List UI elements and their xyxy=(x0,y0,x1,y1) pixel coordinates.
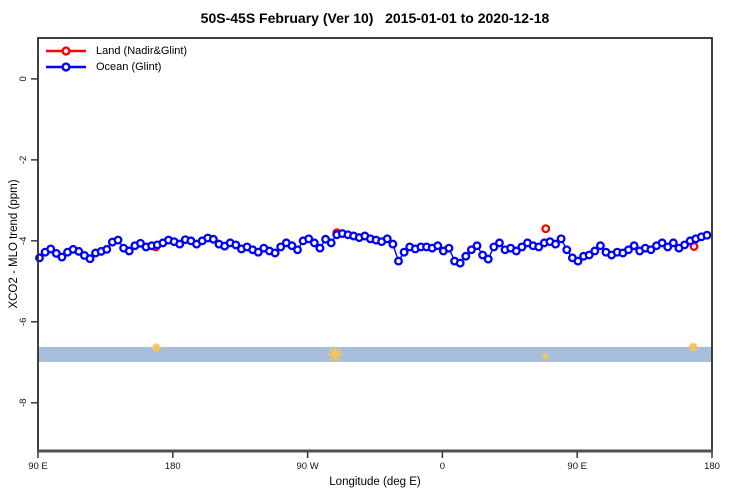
ocean-data-point xyxy=(595,241,605,251)
ocean-data-point xyxy=(472,241,482,251)
flag-mark xyxy=(151,343,161,353)
ocean-data-point xyxy=(573,256,583,266)
x-tick-label: 90 E xyxy=(567,461,587,472)
ocean-data-point xyxy=(657,238,667,248)
ocean-data-point xyxy=(74,246,84,256)
legend-label-ocean: Ocean (Glint) xyxy=(96,61,162,73)
ocean-data-point xyxy=(562,245,572,255)
ocean-data-point xyxy=(663,242,673,252)
ocean-data-point xyxy=(287,241,297,251)
ocean-data-point xyxy=(478,250,488,260)
ocean-data-point xyxy=(455,258,465,268)
legend-label-land: Land (Nadir&Glint) xyxy=(96,45,188,57)
ocean-data-point xyxy=(394,256,403,266)
y-tick-label: -2 xyxy=(18,156,29,164)
ocean-data-point xyxy=(208,234,218,244)
ocean-data-point xyxy=(46,244,56,254)
x-tick-label: 0 xyxy=(440,461,445,472)
ocean-data-point xyxy=(175,239,185,249)
ocean-data-point xyxy=(680,240,690,250)
ocean-data-point xyxy=(511,246,521,256)
legend-item-land: Land (Nadir&Glint) xyxy=(44,43,187,59)
ocean-data-point xyxy=(590,246,600,256)
y-tick-label: 0 xyxy=(18,76,29,81)
ocean-data-point xyxy=(668,238,678,248)
ocean-data-point xyxy=(293,245,302,255)
land-data-point xyxy=(689,242,699,251)
ocean-data-point xyxy=(304,234,314,244)
ocean-data-point xyxy=(382,234,392,244)
ocean-data-point xyxy=(326,238,336,248)
ocean-data-point xyxy=(433,241,443,251)
ocean-data-point xyxy=(702,230,712,240)
ocean-data-point xyxy=(444,243,454,253)
land-series-swatch xyxy=(46,46,86,56)
ocean-data-point xyxy=(466,245,476,255)
y-tick-label: -8 xyxy=(18,399,29,407)
ocean-data-point xyxy=(517,242,527,252)
ocean-data-point xyxy=(276,242,286,252)
ocean-data-point xyxy=(399,247,409,257)
ocean-data-point xyxy=(124,246,134,256)
ocean-data-point xyxy=(495,238,504,248)
ocean-data-point xyxy=(534,242,544,252)
ocean-data-point xyxy=(231,240,241,250)
land-swatch-circle-icon xyxy=(61,46,71,56)
ocean-data-point xyxy=(483,254,493,264)
ocean-data-point xyxy=(629,241,639,251)
x-tick-label: 180 xyxy=(704,461,720,472)
ocean-data-point xyxy=(584,250,594,260)
y-tick-label: -6 xyxy=(18,318,29,326)
flag-mark xyxy=(688,342,698,352)
chart-title: 50S-45S February (Ver 10) 2015-01-01 to … xyxy=(200,10,550,26)
reference-band xyxy=(38,346,712,362)
legend-item-ocean: Ocean (Glint) xyxy=(44,59,187,75)
ocean-data-point xyxy=(646,245,656,255)
flag-mark xyxy=(327,347,343,363)
ocean-data-point xyxy=(102,244,112,254)
legend: Land (Nadir&Glint) Ocean (Glint) xyxy=(44,43,187,75)
ocean-data-point xyxy=(113,235,123,245)
ocean-swatch-circle-icon xyxy=(61,62,71,72)
x-tick-label: 90 E xyxy=(28,461,48,472)
land-data-point xyxy=(541,224,551,234)
ocean-data-point xyxy=(388,239,398,249)
ocean-data-point xyxy=(85,254,95,264)
ocean-data-point xyxy=(315,243,325,253)
flag-mark xyxy=(542,353,549,360)
ocean-data-point xyxy=(253,247,263,257)
ocean-data-point xyxy=(270,248,280,258)
ocean-data-point xyxy=(309,238,319,248)
x-axis-label: Longitude (deg E) xyxy=(329,476,421,488)
ocean-data-point xyxy=(551,239,560,249)
ocean-data-point xyxy=(624,245,633,255)
y-axis-label: XCO2 - MLO trend (ppm) xyxy=(8,179,20,309)
ocean-data-point xyxy=(461,251,471,261)
y-tick-label: -4 xyxy=(18,237,29,245)
ocean-data-point xyxy=(57,252,67,262)
x-tick-label: 180 xyxy=(165,461,181,472)
ocean-data-point xyxy=(556,234,566,244)
ocean-data-point xyxy=(489,242,499,252)
ocean-series-swatch xyxy=(46,62,86,72)
x-tick-label: 90 W xyxy=(297,461,319,472)
